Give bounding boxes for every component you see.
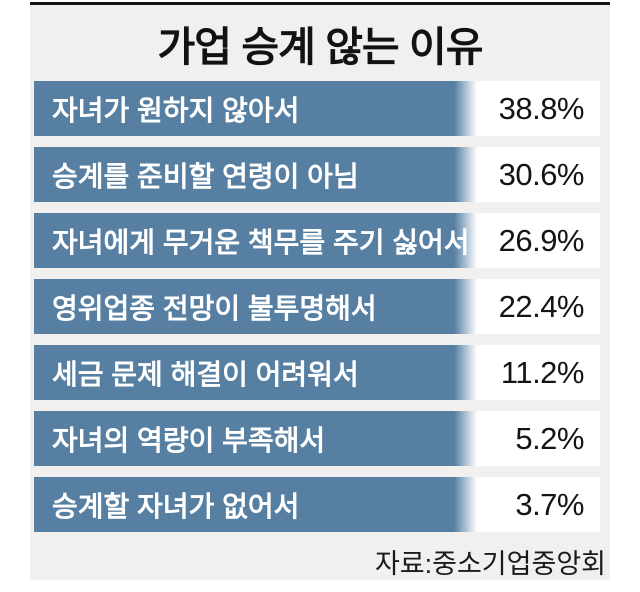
table-row: 영위업종 전망이 불투명해서 22.4%	[34, 279, 600, 334]
bar-label: 세금 문제 해결이 어려워서	[52, 358, 359, 390]
table-row: 승계할 자녀가 없어서 3.7%	[34, 477, 600, 532]
bar-value: 5.2%	[515, 420, 584, 456]
bar-label: 영위업종 전망이 불투명해서	[52, 292, 377, 324]
bar-rows: 자녀가 원하지 않아서 38.8% 승계를 준비할 연령이 아님 30.6% 자…	[30, 81, 610, 532]
bar-value: 22.4%	[498, 288, 585, 324]
table-row: 세금 문제 해결이 어려워서 11.2%	[34, 345, 600, 400]
bar-value: 38.8%	[498, 90, 585, 126]
bar-label: 자녀에게 무거운 책무를 주기 싫어서	[52, 226, 470, 258]
bar-value: 11.2%	[500, 354, 585, 390]
source-credit: 자료:중소기업중앙회	[374, 549, 606, 579]
table-row: 자녀에게 무거운 책무를 주기 싫어서 26.9%	[34, 213, 600, 268]
table-row: 승계를 준비할 연령이 아님 30.6%	[34, 147, 600, 202]
bar-value: 3.7%	[515, 486, 584, 522]
page-title: 가업 승계 않는 이유	[157, 24, 484, 70]
bar-label: 승계할 자녀가 없어서	[52, 490, 300, 522]
chart-panel: 가업 승계 않는 이유 자녀가 원하지 않아서 38.8% 승계를 준비할 연령…	[30, 2, 610, 580]
table-row: 자녀가 원하지 않아서 38.8%	[34, 81, 600, 136]
bar-label: 자녀가 원하지 않아서	[52, 94, 300, 126]
bar-label: 승계를 준비할 연령이 아님	[52, 160, 359, 192]
bar-value: 30.6%	[498, 156, 585, 192]
bar-value: 26.9%	[498, 222, 585, 258]
bar-label: 자녀의 역량이 부족해서	[52, 424, 326, 456]
table-row: 자녀의 역량이 부족해서 5.2%	[34, 411, 600, 466]
